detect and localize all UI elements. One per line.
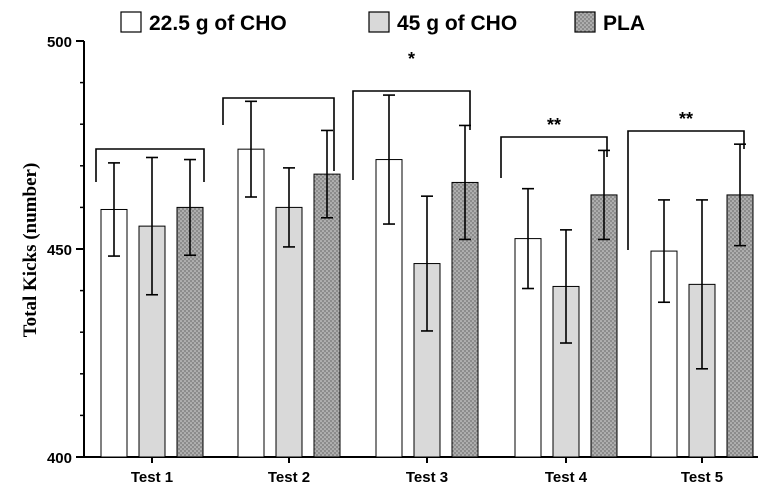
x-tick-label: Test 3 <box>406 469 448 486</box>
legend-item: 22.5 g of CHO <box>120 11 287 35</box>
significance-label: ** <box>547 115 561 135</box>
legend-swatch <box>120 11 142 33</box>
error-bar <box>245 100 257 198</box>
bar-1-test-1 <box>100 208 128 458</box>
significance-bracket: ** <box>627 109 745 250</box>
error-bar <box>658 199 670 304</box>
legend-swatch <box>574 11 596 33</box>
error-bar <box>383 94 395 225</box>
x-tick-label: Test 5 <box>681 469 723 486</box>
y-tick-label: 500 <box>47 34 72 51</box>
error-bar <box>421 195 433 332</box>
significance-bracket <box>222 97 335 171</box>
error-bar <box>459 124 471 241</box>
significance-bracket: ** <box>500 115 608 178</box>
error-bar <box>560 229 572 344</box>
y-axis-label: Total Kicks (number) <box>20 163 41 338</box>
significance-bracket <box>95 148 205 182</box>
error-bar <box>146 156 158 296</box>
significance-brackets: *** ** <box>95 49 745 250</box>
bar-2-test-2 <box>275 206 303 458</box>
error-bar <box>696 199 708 370</box>
y-tick-label: 450 <box>47 242 72 259</box>
error-bar <box>108 162 120 257</box>
bar-3-test-2 <box>313 173 341 458</box>
x-tick-label: Test 2 <box>268 469 310 486</box>
y-tick-label: 400 <box>47 450 72 467</box>
x-ticks: Test 1 Test 2 Test 3 Test 4 Test 5 <box>131 457 723 486</box>
significance-bracket: * <box>352 49 471 180</box>
legend-item: PLA <box>574 11 645 35</box>
x-tick-label: Test 4 <box>545 469 588 486</box>
error-bar <box>598 149 610 241</box>
error-bar <box>321 129 333 219</box>
x-tick-label: Test 1 <box>131 469 173 486</box>
legend-label: 45 g of CHO <box>397 12 517 35</box>
error-bar <box>184 158 196 257</box>
significance-label: * <box>408 49 415 69</box>
significance-label: ** <box>679 109 693 129</box>
error-bar <box>522 187 534 290</box>
bar-1-test-2 <box>237 148 265 458</box>
error-bars <box>108 94 746 370</box>
legend-label: 22.5 g of CHO <box>149 12 287 35</box>
error-bar <box>283 167 295 248</box>
y-ticks: 400 450 500 <box>47 34 84 467</box>
bar-3-test-4 <box>590 194 618 458</box>
legend-swatch <box>368 11 390 33</box>
legend-item: 45 g of CHO <box>368 11 517 35</box>
legend: 22.5 g of CHO 45 g of CHO PLA <box>120 11 645 35</box>
legend-label: PLA <box>603 12 645 35</box>
